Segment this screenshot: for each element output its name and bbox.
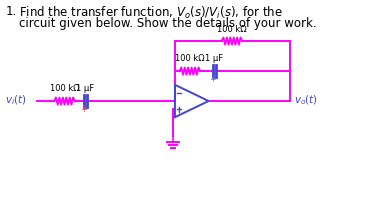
Text: 1.: 1.: [6, 5, 17, 18]
Text: Find the transfer function, $V_o(s)/V_i(s)$, for the: Find the transfer function, $V_o(s)/V_i(…: [19, 5, 283, 21]
Text: circuit given below. Show the details of your work.: circuit given below. Show the details of…: [19, 17, 316, 30]
Text: $v_o(t)$: $v_o(t)$: [294, 93, 318, 107]
Text: 100 kΩ: 100 kΩ: [50, 84, 79, 93]
Text: +: +: [210, 76, 216, 85]
Text: 1 μF: 1 μF: [205, 54, 223, 63]
Text: +: +: [81, 106, 87, 115]
Text: 100 kΩ: 100 kΩ: [217, 25, 247, 34]
Text: 1 μF: 1 μF: [76, 84, 94, 93]
Text: 100 kΩ: 100 kΩ: [175, 54, 205, 63]
Text: $v_i(t)$: $v_i(t)$: [5, 93, 26, 107]
